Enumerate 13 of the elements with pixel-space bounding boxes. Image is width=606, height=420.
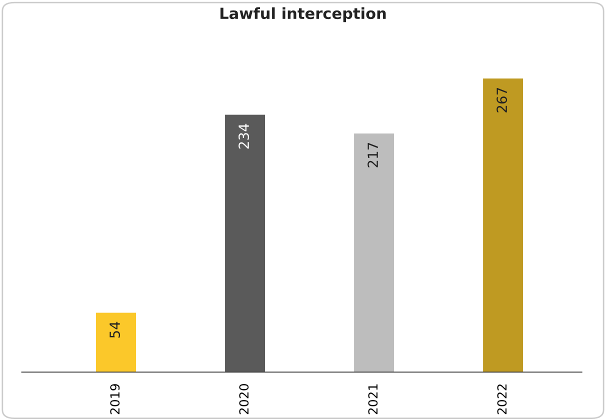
x-tick-label: 2022 [497, 384, 507, 414]
data-label: 217 [368, 143, 378, 168]
chart-title: Lawful interception [220, 7, 386, 22]
x-tick-label: 2020 [239, 384, 249, 414]
data-label: 234 [238, 124, 250, 149]
bar [96, 312, 136, 372]
data-label: 54 [110, 322, 120, 338]
x-tick-label: 2021 [368, 384, 378, 414]
bar [225, 114, 266, 372]
bar [354, 133, 394, 372]
data-label: 267 [496, 88, 508, 112]
x-tick-label: 2019 [110, 384, 120, 414]
bar [483, 78, 524, 372]
